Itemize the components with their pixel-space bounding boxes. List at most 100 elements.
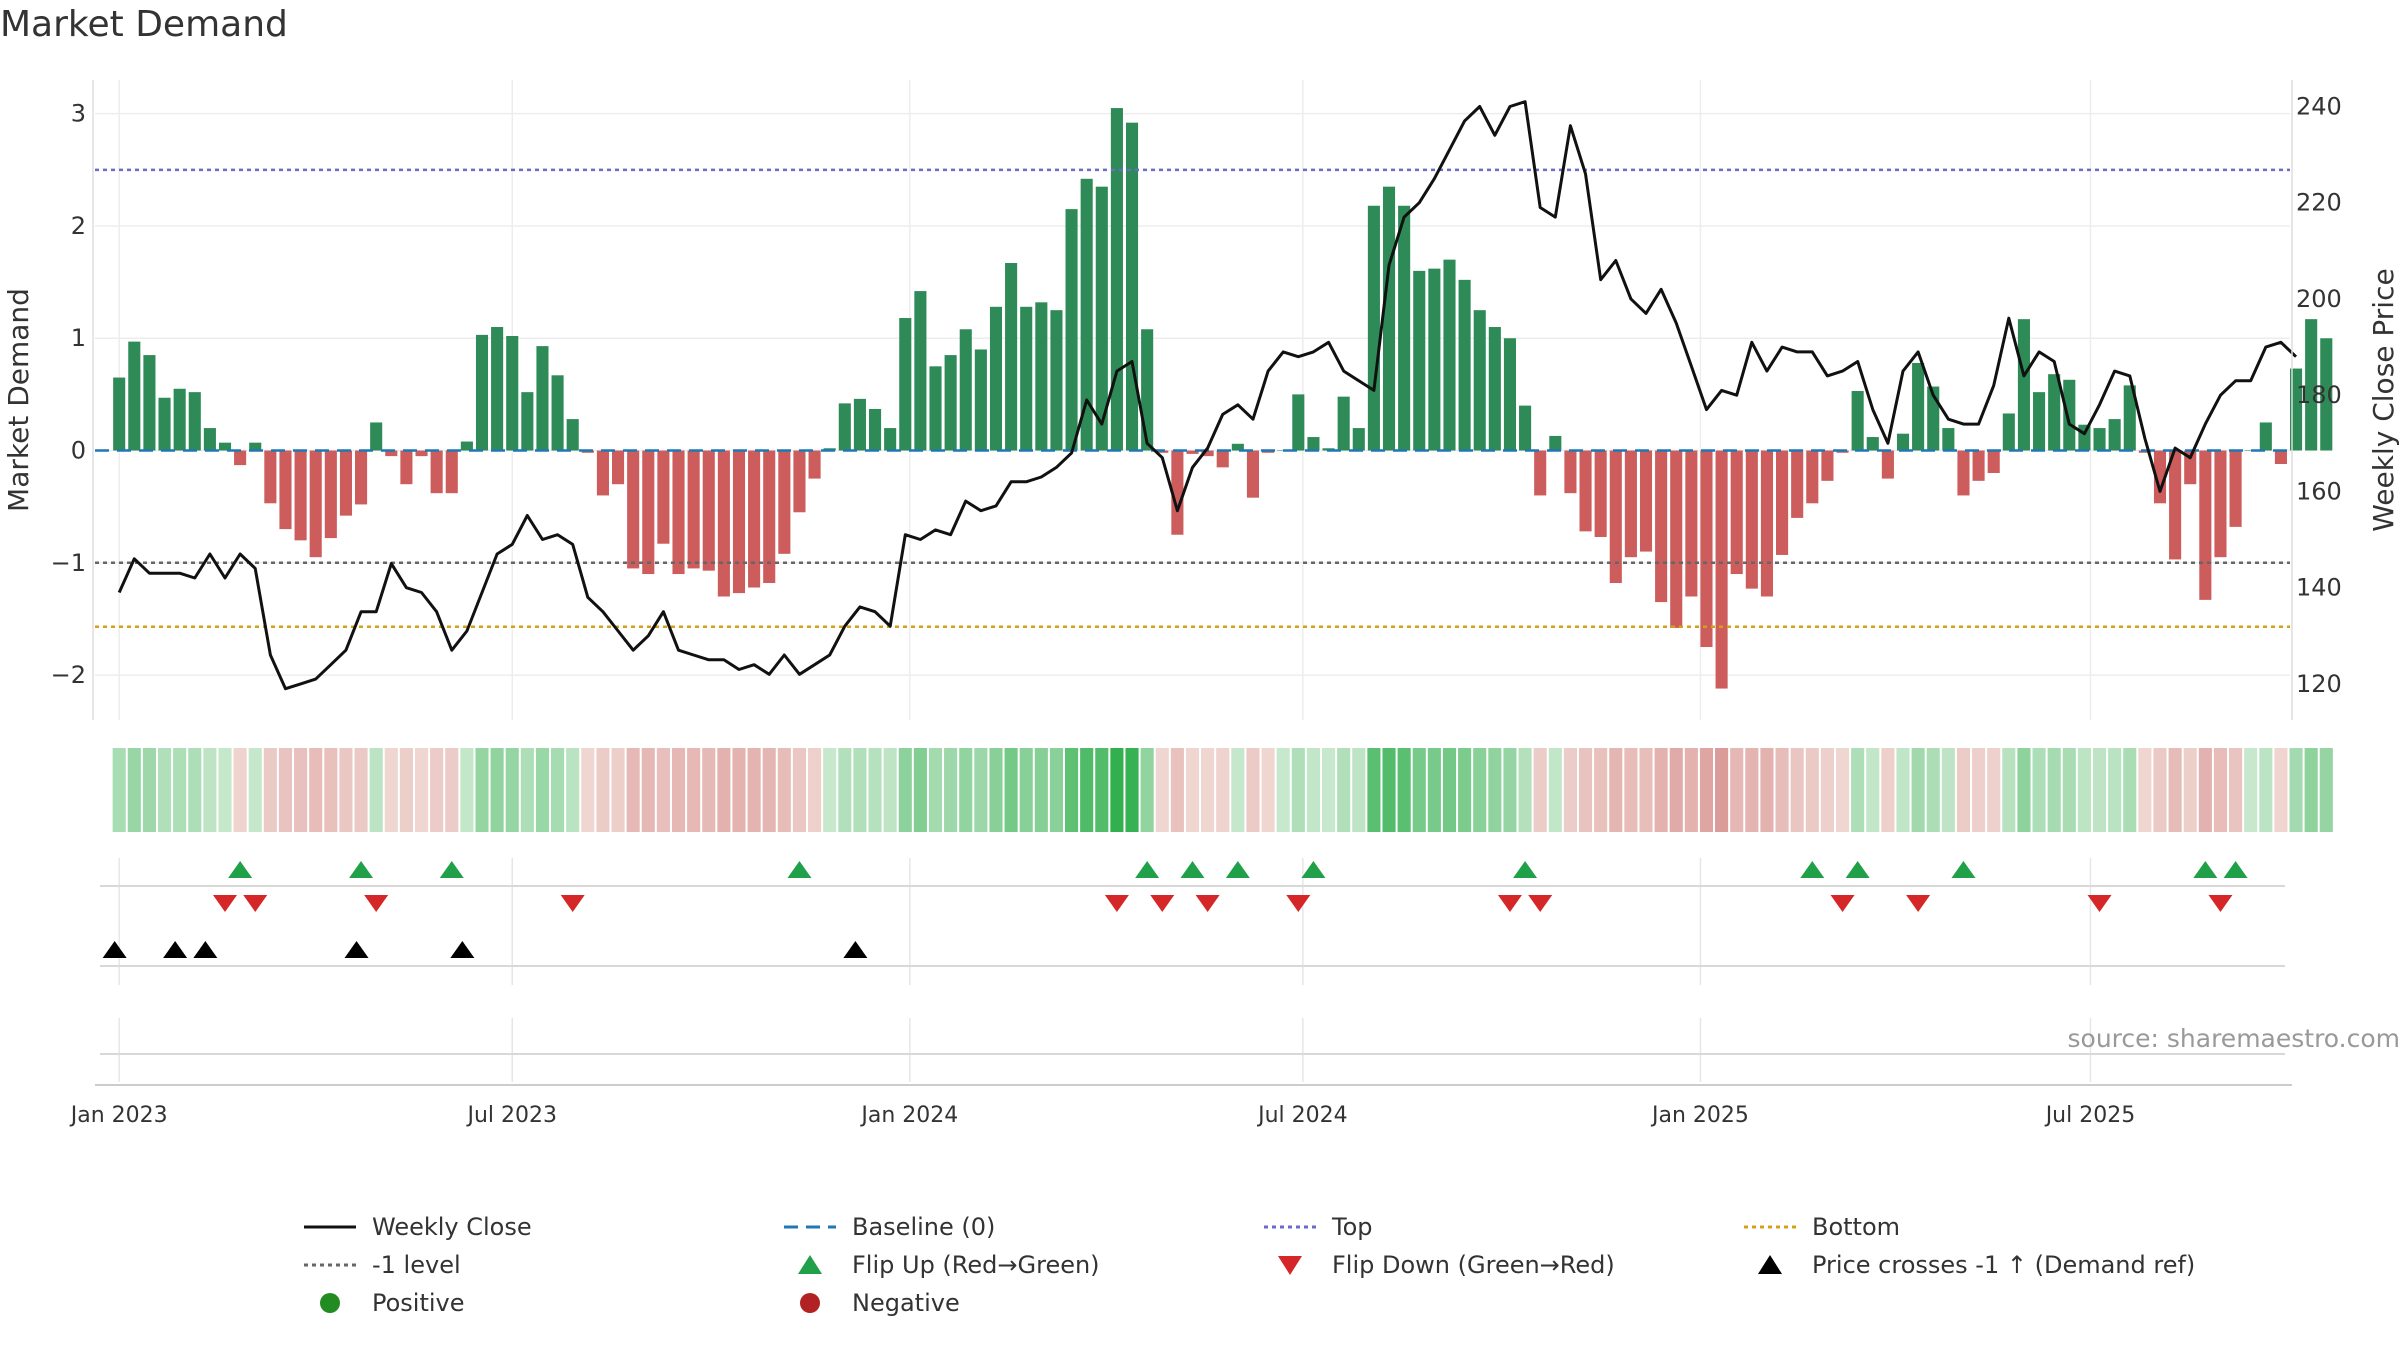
legend-line-dashed-icon <box>784 1225 836 1229</box>
demand-bar-negative <box>324 450 337 539</box>
heat-cell <box>1231 748 1245 832</box>
heat-cell <box>1488 748 1502 832</box>
heat-cell <box>777 748 791 832</box>
demand-bar-positive <box>1005 263 1018 451</box>
demand-bar-positive <box>1912 362 1925 451</box>
heat-cell <box>1352 748 1366 832</box>
heat-cell <box>1669 748 1683 832</box>
heat-cell <box>671 748 686 832</box>
demand-bar-negative <box>2184 450 2197 485</box>
demand-bar-negative <box>355 450 368 505</box>
heat-cell <box>868 748 882 832</box>
demand-bar-positive <box>536 346 549 451</box>
heat-cell <box>747 748 761 832</box>
demand-bar-negative <box>1957 450 1970 496</box>
heat-cell <box>278 748 293 832</box>
demand-bar-negative <box>2274 450 2287 464</box>
demand-bar-positive <box>249 442 262 451</box>
y2-tick-label: 240 <box>2296 92 2342 120</box>
demand-bar-negative <box>793 450 806 513</box>
demand-bar-positive <box>1503 338 1517 451</box>
demand-bar-negative <box>2153 450 2167 504</box>
demand-bar-positive <box>1519 405 1532 451</box>
heat-cell <box>2032 748 2046 832</box>
heat-cell <box>1594 748 1608 832</box>
heat-cell <box>233 748 247 832</box>
heat-cell <box>369 748 383 832</box>
demand-bar-positive <box>1141 329 1154 451</box>
heat-cell <box>445 748 459 832</box>
heat-cell <box>792 748 807 832</box>
heat-cell <box>2289 748 2303 832</box>
heat-cell <box>762 748 776 832</box>
heat-cell <box>1246 748 1260 832</box>
demand-bar-negative <box>657 450 670 544</box>
heat-cell <box>853 748 867 832</box>
demand-bar-negative <box>1685 450 1698 597</box>
heat-cell <box>1972 748 1986 832</box>
demand-bar-negative <box>1745 450 1758 589</box>
legend-item-flip-up: Flip Up (Red→Green) <box>780 1246 1100 1284</box>
flip-up-marker <box>1301 861 1326 878</box>
signal-markers <box>100 861 2285 1055</box>
heat-cell <box>2213 748 2228 832</box>
heat-cell <box>1170 748 1184 832</box>
y2-axis-title: Weekly Close Price <box>2367 268 2400 531</box>
demand-bar-positive <box>1458 279 1471 451</box>
legend-label: Flip Up (Red→Green) <box>852 1251 1100 1279</box>
demand-bar-negative <box>1791 450 1804 518</box>
x-tick-label: Jul 2023 <box>465 1103 557 1128</box>
demand-bar-positive <box>2290 368 2303 451</box>
heat-cell <box>490 748 504 832</box>
heat-cell <box>2017 748 2031 832</box>
heat-cell <box>339 748 353 832</box>
heat-cell <box>1987 748 2001 832</box>
heat-cell <box>1321 748 1336 832</box>
demand-bar-negative <box>612 450 625 485</box>
demand-bar-negative <box>763 450 776 584</box>
demand-bar-negative <box>687 450 700 569</box>
demand-heat-strip <box>112 748 2333 832</box>
demand-bar-negative <box>596 450 609 496</box>
heat-cell <box>1548 748 1562 832</box>
heat-cell <box>1140 748 1154 832</box>
demand-bar-positive <box>1337 396 1350 451</box>
heat-cell <box>1201 748 1215 832</box>
heat-cell <box>263 748 277 832</box>
demand-bar-positive <box>188 392 201 451</box>
heat-cell <box>1261 748 1275 832</box>
flip-up-marker <box>787 861 812 878</box>
demand-bar-negative <box>1624 450 1637 558</box>
demand-bar-positive <box>506 336 519 451</box>
heat-cell <box>641 748 655 832</box>
heat-cell <box>294 748 308 832</box>
demand-bar-positive <box>2320 338 2333 451</box>
demand-bar-positive <box>2033 392 2046 451</box>
legend-item-bottom: Bottom <box>1740 1208 1900 1246</box>
dot-icon <box>800 1293 820 1313</box>
demand-bar-positive <box>1110 108 1123 451</box>
demand-bar-positive <box>2108 419 2121 451</box>
heat-cell <box>1851 748 1865 832</box>
heat-cell <box>112 748 126 832</box>
demand-bar-negative <box>1821 450 1834 481</box>
heat-cell <box>460 748 474 832</box>
heat-cell <box>2138 748 2152 832</box>
heat-cell <box>808 748 822 832</box>
heat-cell <box>1775 748 1789 832</box>
demand-bar-positive <box>1866 437 1879 451</box>
heat-cell <box>1065 748 1079 832</box>
heat-cell <box>2183 748 2197 832</box>
flip-down-marker <box>1528 895 1553 912</box>
x-tick-label: Jan 2025 <box>1650 1103 1749 1128</box>
heat-cell <box>1185 748 1200 832</box>
demand-bar-negative <box>1579 450 1592 532</box>
legend-label: Weekly Close <box>372 1213 532 1241</box>
demand-bar-negative <box>430 450 443 494</box>
demand-bar-negative <box>1760 450 1773 597</box>
heat-cell <box>913 748 927 832</box>
heat-cell <box>1155 748 1169 832</box>
demand-bar-positive <box>551 375 564 451</box>
demand-bar-positive <box>1549 435 1562 451</box>
y-tick-label: 3 <box>71 100 86 128</box>
